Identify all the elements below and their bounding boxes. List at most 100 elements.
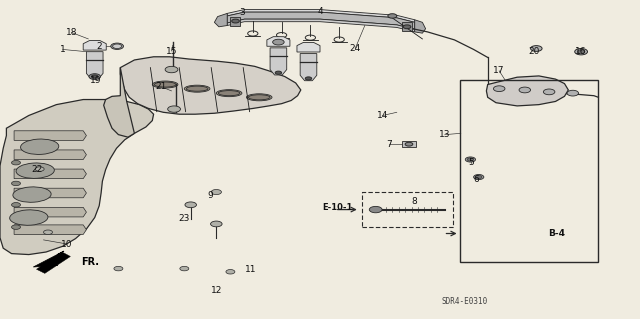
Text: 13: 13 xyxy=(439,130,451,139)
Text: 17: 17 xyxy=(493,66,505,75)
Polygon shape xyxy=(267,37,290,46)
Circle shape xyxy=(12,181,20,186)
Bar xyxy=(460,80,598,262)
Polygon shape xyxy=(104,68,134,137)
Circle shape xyxy=(113,44,122,48)
Text: FR.: FR. xyxy=(81,256,99,267)
Bar xyxy=(362,192,453,227)
Polygon shape xyxy=(402,22,412,31)
Ellipse shape xyxy=(154,82,176,87)
Polygon shape xyxy=(227,12,415,29)
Circle shape xyxy=(405,142,413,146)
Circle shape xyxy=(575,48,588,55)
Ellipse shape xyxy=(184,85,210,92)
Circle shape xyxy=(275,71,282,74)
Text: 9: 9 xyxy=(207,191,212,200)
Circle shape xyxy=(476,175,482,179)
Circle shape xyxy=(92,75,98,78)
Polygon shape xyxy=(230,17,240,26)
Circle shape xyxy=(388,14,397,18)
Text: 22: 22 xyxy=(31,165,43,174)
Circle shape xyxy=(232,19,239,23)
Circle shape xyxy=(531,46,542,51)
Circle shape xyxy=(12,160,20,165)
Circle shape xyxy=(305,77,312,80)
Circle shape xyxy=(89,74,100,79)
Polygon shape xyxy=(402,141,416,147)
Ellipse shape xyxy=(248,95,270,100)
Text: 3: 3 xyxy=(239,8,244,17)
Circle shape xyxy=(35,167,44,171)
Circle shape xyxy=(211,221,222,227)
Ellipse shape xyxy=(20,139,59,154)
Text: 11: 11 xyxy=(245,265,257,274)
Circle shape xyxy=(577,50,585,54)
Ellipse shape xyxy=(13,187,51,202)
Circle shape xyxy=(467,158,474,161)
Text: 24: 24 xyxy=(349,44,361,53)
Circle shape xyxy=(474,174,484,180)
Text: 4: 4 xyxy=(317,7,323,16)
Polygon shape xyxy=(14,225,86,234)
Polygon shape xyxy=(300,54,317,81)
Circle shape xyxy=(12,203,20,207)
Polygon shape xyxy=(36,252,70,273)
Text: 19: 19 xyxy=(90,76,102,85)
Text: 23: 23 xyxy=(179,214,190,223)
Circle shape xyxy=(211,189,221,195)
Ellipse shape xyxy=(216,90,242,97)
Polygon shape xyxy=(120,57,301,114)
Text: 2: 2 xyxy=(97,42,102,51)
Circle shape xyxy=(465,157,476,162)
Text: B-4: B-4 xyxy=(548,229,565,238)
Ellipse shape xyxy=(152,81,178,88)
Ellipse shape xyxy=(246,94,272,101)
Ellipse shape xyxy=(218,91,240,96)
Text: 1: 1 xyxy=(60,45,65,54)
Text: 16: 16 xyxy=(575,47,587,56)
Circle shape xyxy=(12,225,20,229)
Text: 21: 21 xyxy=(156,82,167,91)
Polygon shape xyxy=(14,207,86,217)
Text: SDR4-E0310: SDR4-E0310 xyxy=(442,297,488,306)
Polygon shape xyxy=(86,52,103,79)
Polygon shape xyxy=(227,10,415,22)
Polygon shape xyxy=(83,41,106,50)
Circle shape xyxy=(567,90,579,96)
Polygon shape xyxy=(0,100,154,255)
Text: 14: 14 xyxy=(377,111,388,120)
Polygon shape xyxy=(270,48,287,75)
Circle shape xyxy=(273,39,284,45)
Circle shape xyxy=(403,25,411,29)
Text: 12: 12 xyxy=(211,286,222,295)
Text: 6: 6 xyxy=(474,175,479,184)
Circle shape xyxy=(369,206,382,213)
Circle shape xyxy=(165,66,178,73)
Text: E-10-1: E-10-1 xyxy=(323,204,353,212)
Polygon shape xyxy=(297,42,320,52)
Polygon shape xyxy=(14,150,86,160)
Circle shape xyxy=(114,266,123,271)
Polygon shape xyxy=(415,20,426,33)
Circle shape xyxy=(226,270,235,274)
Circle shape xyxy=(180,266,189,271)
Circle shape xyxy=(111,43,124,49)
Circle shape xyxy=(493,86,505,92)
Ellipse shape xyxy=(16,163,54,178)
Polygon shape xyxy=(14,131,86,140)
Ellipse shape xyxy=(186,86,208,91)
Circle shape xyxy=(519,87,531,93)
Circle shape xyxy=(185,202,196,208)
Text: 15: 15 xyxy=(166,47,177,56)
Polygon shape xyxy=(14,188,86,198)
Circle shape xyxy=(168,106,180,112)
Polygon shape xyxy=(33,251,64,267)
Ellipse shape xyxy=(10,210,48,225)
Circle shape xyxy=(543,89,555,95)
Text: 8: 8 xyxy=(412,197,417,206)
Polygon shape xyxy=(486,76,568,106)
Text: 20: 20 xyxy=(529,47,540,56)
Polygon shape xyxy=(214,13,227,27)
Text: 10: 10 xyxy=(61,240,73,249)
Circle shape xyxy=(44,230,52,234)
